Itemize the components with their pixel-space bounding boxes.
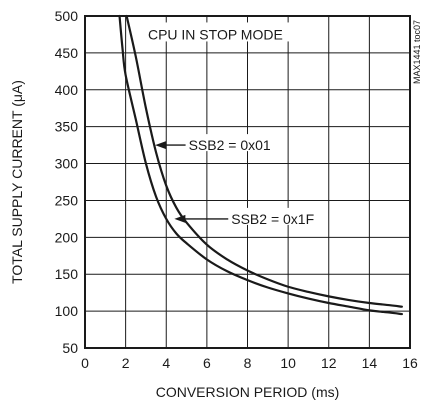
x-tick-label-7: 14 bbox=[362, 355, 378, 371]
grid-lines bbox=[84, 15, 411, 349]
annotation-arrowhead-2 bbox=[174, 214, 186, 223]
y-tick-label-1: 100 bbox=[55, 303, 79, 319]
plot-frame bbox=[84, 15, 411, 349]
x-tick-label-1: 2 bbox=[122, 355, 130, 371]
x-tick-label-3: 6 bbox=[203, 355, 211, 371]
series-line-1 bbox=[118, 14, 403, 316]
figure-code: MAX1441 toc07 bbox=[412, 20, 422, 84]
annotation-arrowhead-1 bbox=[155, 141, 167, 150]
annotation-backdrop-0 bbox=[144, 22, 293, 42]
y-tick-label-9: 500 bbox=[55, 8, 79, 24]
y-tick-label-2: 150 bbox=[55, 266, 79, 282]
annotation-text-2: SSB2 = 0x1F bbox=[231, 211, 314, 227]
x-tick-label-0: 0 bbox=[81, 355, 89, 371]
annotation-text-0: CPU IN STOP MODE bbox=[148, 26, 283, 42]
annotation-text-1: SSB2 = 0x01 bbox=[189, 137, 271, 153]
y-tick-label-3: 200 bbox=[55, 229, 79, 245]
x-tick-label-4: 8 bbox=[244, 355, 252, 371]
x-axis-label: CONVERSION PERIOD (ms) bbox=[156, 384, 340, 400]
series-line-0 bbox=[125, 14, 403, 308]
x-tick-label-2: 4 bbox=[162, 355, 170, 371]
annotation-layer: CPU IN STOP MODE SSB2 = 0x01 SSB2 = 0x1F bbox=[144, 22, 325, 227]
series-layer bbox=[118, 14, 403, 316]
y-axis-label: TOTAL SUPPLY CURRENT (μA) bbox=[9, 80, 25, 284]
annotation-backdrop-1 bbox=[185, 134, 282, 152]
x-tick-label-5: 10 bbox=[280, 355, 296, 371]
annotation-backdrop-2 bbox=[228, 207, 325, 225]
y-tick-label-6: 350 bbox=[55, 119, 79, 135]
y-tick-label-0: 50 bbox=[62, 340, 78, 356]
y-tick-label-5: 300 bbox=[55, 156, 79, 172]
x-tick-label-8: 16 bbox=[402, 355, 418, 371]
x-tick-label-6: 12 bbox=[321, 355, 337, 371]
x-tick-labels: 0 2 4 6 8 10 12 14 16 bbox=[81, 355, 418, 371]
y-tick-label-7: 400 bbox=[55, 82, 79, 98]
y-tick-label-4: 250 bbox=[55, 192, 79, 208]
y-tick-labels: 50 100 150 200 250 300 350 400 450 500 bbox=[55, 8, 79, 356]
y-tick-label-8: 450 bbox=[55, 45, 79, 61]
